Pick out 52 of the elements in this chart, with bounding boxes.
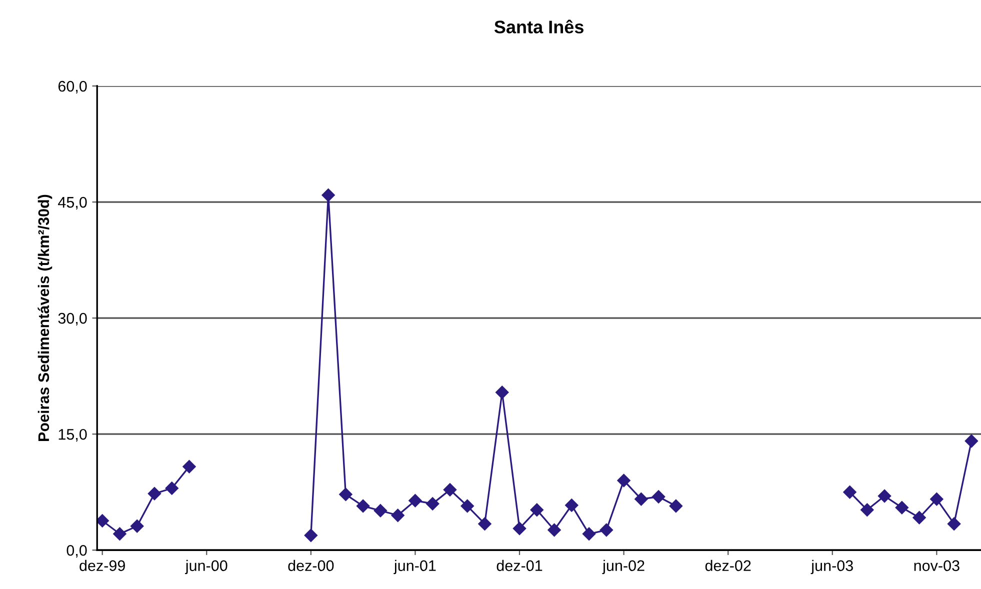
point — [964, 434, 978, 448]
chart-title: Santa Inês — [494, 20, 584, 34]
point — [912, 511, 926, 524]
point — [669, 499, 683, 513]
point — [182, 460, 196, 474]
point — [600, 523, 614, 537]
y-tick-label: 30,0 — [58, 312, 87, 326]
point — [460, 499, 474, 513]
y-tick-label: 0,0 — [66, 544, 87, 558]
point — [496, 386, 509, 399]
point — [947, 517, 961, 530]
y-axis-title: Poeiras Sedimentáveis (t/km²/30d) — [38, 194, 52, 441]
point — [565, 498, 578, 512]
point — [930, 492, 944, 506]
point — [478, 517, 492, 530]
point — [443, 483, 457, 496]
point — [548, 523, 561, 537]
x-tick-label: jun-02 — [602, 560, 644, 574]
x-tick-label: dez-02 — [705, 560, 751, 572]
point — [426, 497, 440, 510]
point — [356, 499, 370, 513]
point — [165, 482, 178, 495]
point — [322, 188, 335, 202]
point — [860, 503, 874, 516]
point — [878, 489, 892, 503]
point — [374, 504, 388, 518]
x-tick-label: jun-03 — [810, 560, 853, 574]
point — [391, 508, 404, 522]
point — [130, 520, 144, 533]
point — [652, 490, 666, 504]
point — [304, 528, 318, 542]
point — [634, 492, 648, 506]
x-tick-label: dez-00 — [288, 560, 334, 572]
y-tick-label: 60,0 — [58, 80, 87, 94]
x-tick-label: nov-03 — [914, 560, 960, 572]
point — [617, 474, 630, 488]
y-tick-label: 15,0 — [58, 428, 87, 442]
point — [148, 487, 162, 500]
point — [408, 494, 422, 508]
point — [843, 486, 856, 499]
x-tick-label: jun-00 — [185, 560, 228, 574]
point — [97, 514, 109, 528]
point — [512, 522, 526, 536]
point — [530, 503, 544, 516]
point — [113, 527, 126, 540]
x-tick-label: dez-99 — [80, 560, 125, 572]
point — [582, 527, 596, 540]
x-tick-label: jun-01 — [394, 560, 436, 574]
x-tick-label: dez-01 — [496, 560, 542, 572]
point — [895, 500, 908, 514]
point — [339, 488, 352, 502]
y-tick-label: 45,0 — [58, 196, 87, 210]
